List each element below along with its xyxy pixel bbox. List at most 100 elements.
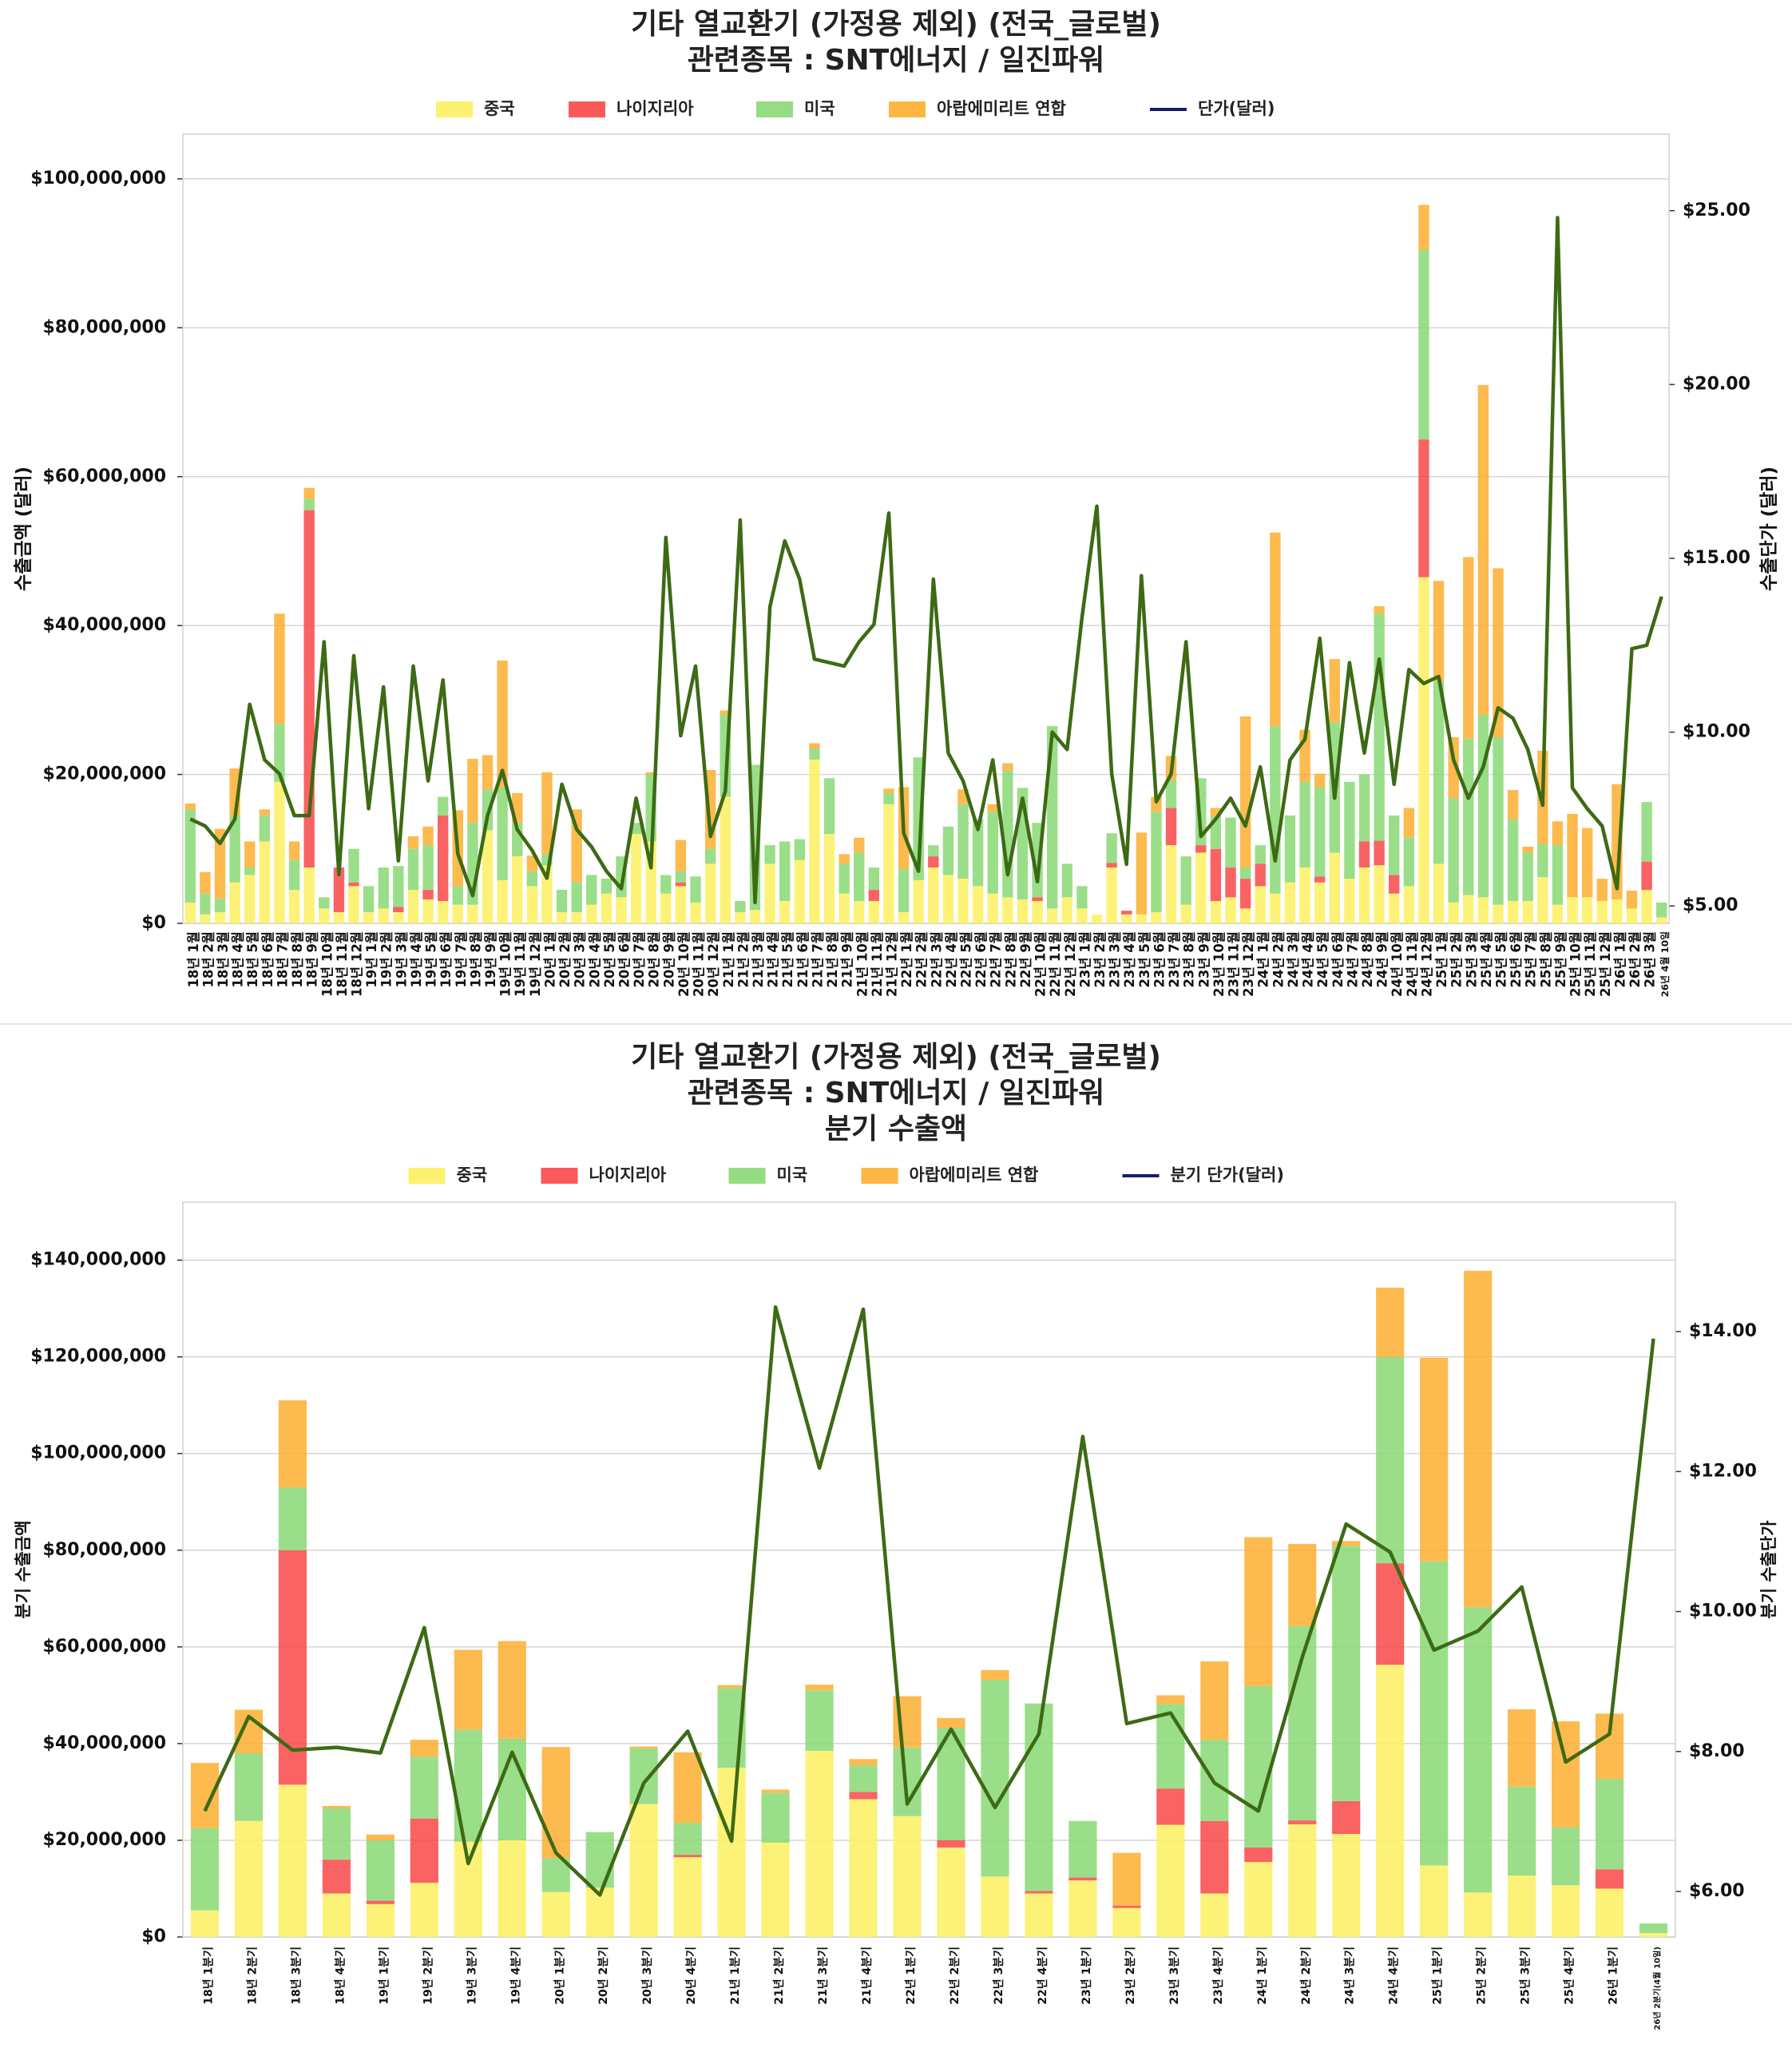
bar-segment — [407, 848, 419, 891]
x-tick-label: 25년 3월 — [1464, 931, 1479, 988]
x-tick-label: 19년 1분기 — [378, 1947, 391, 2005]
bar-segment — [322, 1808, 351, 1860]
x-tick-label: 25년 3분기 — [1520, 1947, 1532, 2005]
bar-segment — [541, 865, 553, 923]
legend-item: 아랍에미리트 연합 — [889, 99, 1066, 118]
x-tick-label: 23년 7월 — [1167, 931, 1182, 988]
bar-segment — [675, 886, 687, 923]
bar-segment — [1329, 852, 1340, 923]
bar-segment — [675, 871, 687, 883]
y2-axis-label: 분기 수출단가 — [1759, 1520, 1778, 1619]
bar-segment — [1403, 808, 1415, 838]
bar-segment — [1493, 568, 1504, 737]
bar-segment — [526, 871, 538, 887]
bar-segment — [1655, 917, 1667, 923]
chart-title-line: 분기 수출액 — [825, 1113, 967, 1145]
y-tick-label: $80,000,000 — [43, 317, 166, 337]
bar-segment — [1288, 1824, 1317, 1937]
bar-segment — [630, 834, 642, 923]
x-tick-label: 18년 5월 — [245, 931, 260, 988]
x-tick-label: 20년 7월 — [632, 931, 647, 988]
x-tick-label: 19년 1월 — [364, 931, 379, 988]
bar-segment — [854, 852, 865, 902]
bar-segment — [452, 904, 463, 923]
bar-segment — [675, 882, 687, 887]
bar-segment — [190, 1828, 220, 1911]
bar-segment — [1507, 790, 1519, 820]
bar-segment — [407, 835, 419, 849]
bar-segment — [541, 1891, 570, 1937]
x-tick-label: 21년 6월 — [795, 931, 811, 988]
bar-segment — [1299, 867, 1310, 923]
x-tick-label: 20년 3월 — [573, 931, 588, 988]
legend-label: 미국 — [804, 99, 835, 118]
bar-segment — [1314, 773, 1326, 788]
bar-segment — [1165, 780, 1177, 808]
x-tick-label: 24년 4월 — [1301, 931, 1316, 988]
legend-item: 미국 — [728, 1165, 807, 1185]
x-tick-label: 25년 7월 — [1524, 931, 1539, 988]
bar-segment — [957, 804, 969, 879]
bar-segment — [1358, 841, 1370, 868]
x-tick-label: 20년 3분기 — [641, 1947, 654, 2005]
bar-segment — [1156, 1788, 1185, 1825]
bar-segment — [303, 867, 315, 923]
bar-segment — [1200, 1820, 1229, 1894]
legend-label: 중국 — [484, 99, 515, 118]
bar-segment — [378, 867, 389, 909]
bar-segment — [1025, 1891, 1053, 1894]
bar-segment — [410, 1756, 438, 1819]
x-tick-label: 19년 3분기 — [466, 1947, 478, 2005]
bar-segment — [1433, 681, 1445, 864]
bar-segment — [1552, 821, 1564, 846]
x-tick-label: 18년 2분기 — [246, 1947, 259, 2005]
x-tick-label: 18년 11월 — [335, 931, 350, 997]
bar-segment — [1068, 1877, 1097, 1881]
bar-segment — [184, 803, 196, 810]
x-tick-label: 24년 5월 — [1315, 931, 1330, 988]
bar-segment — [214, 828, 226, 899]
legend-swatch — [756, 101, 793, 117]
y2-tick-label: $6.00 — [1689, 1881, 1745, 1901]
bar-segment — [1239, 716, 1251, 868]
bar-segment — [1596, 901, 1608, 923]
bar-segment — [288, 841, 300, 860]
price-line — [203, 1305, 1655, 1897]
y-tick-label: $0 — [141, 913, 166, 933]
x-tick-label: 22년 3분기 — [993, 1947, 1005, 2005]
bars — [190, 1270, 1668, 1937]
bar-segment — [278, 1550, 307, 1785]
bar-segment — [1329, 659, 1340, 723]
legend-swatch — [889, 101, 926, 117]
bar-segment — [184, 902, 196, 923]
x-tick-label: 18년 4분기 — [334, 1947, 347, 2005]
bar-segment — [1151, 812, 1162, 913]
bar-segment — [1270, 726, 1281, 894]
bar-segment — [410, 1883, 438, 1937]
bar-segment — [1420, 1865, 1449, 1937]
bar-segment — [274, 613, 285, 724]
bar-segment — [1552, 904, 1564, 923]
bar-segment — [645, 772, 656, 775]
bar-segment — [1358, 774, 1370, 842]
bar-segment — [190, 1763, 220, 1828]
chart-title-line: 관련종목 : SNT에너지 / 일진파워 — [688, 1077, 1105, 1109]
bar-segment — [1376, 1563, 1405, 1665]
bar-segment — [1522, 901, 1533, 923]
bar-segment — [454, 1649, 482, 1730]
bar-segment — [526, 855, 538, 871]
bar-segment — [1376, 1665, 1405, 1937]
bar-segment — [1374, 605, 1385, 614]
bar-segment — [893, 1816, 922, 1937]
bar-segment — [319, 908, 330, 923]
bar-segment — [288, 890, 300, 923]
legend-item: 단가(달러) — [1150, 99, 1275, 118]
bar-segment — [288, 859, 300, 891]
legend-swatch — [569, 101, 605, 117]
bar-segment — [1200, 1661, 1229, 1740]
bar-segment — [660, 893, 672, 923]
bar-segment — [467, 904, 478, 923]
bar-segment — [1332, 1546, 1361, 1801]
bar-segment — [942, 875, 954, 923]
y2-tick-label: $10.00 — [1683, 722, 1750, 742]
